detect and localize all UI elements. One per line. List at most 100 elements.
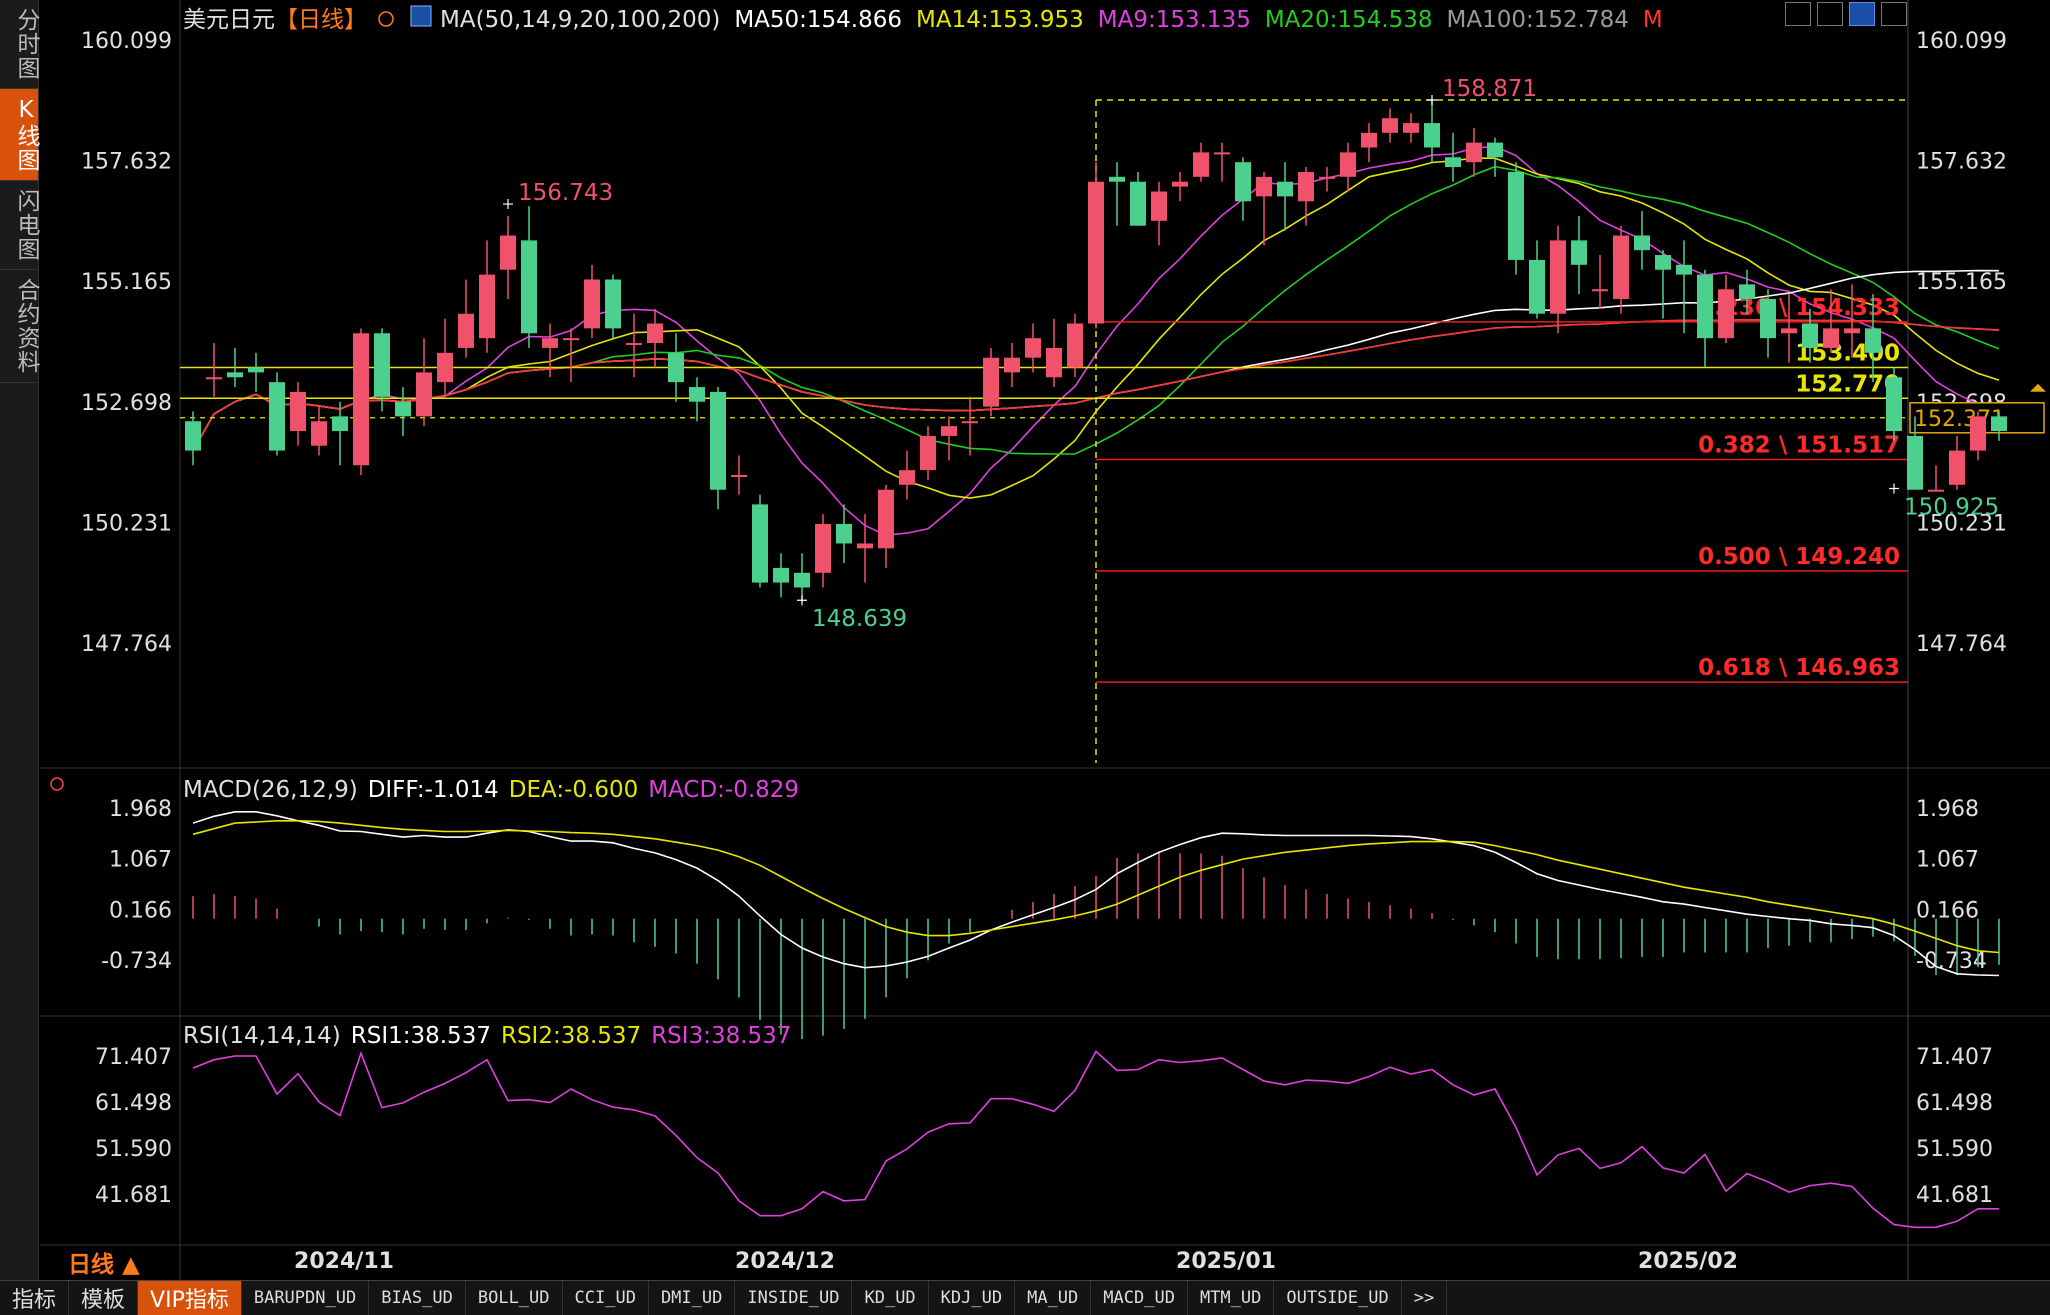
layout-grid-icon[interactable] [1785, 2, 1811, 26]
toolbar-item-8[interactable]: INSIDE_UD [735, 1281, 853, 1315]
ma-value: MA100:152.784 [1447, 7, 1629, 33]
tab-time-chart[interactable]: 分时图 [0, 0, 39, 89]
candle-body [941, 426, 957, 436]
toolbar-item-2[interactable]: VIP指标 [138, 1281, 242, 1315]
candle-body [1697, 274, 1713, 339]
candle-body [206, 377, 222, 380]
candle-body [479, 274, 495, 339]
toolbar-item-11[interactable]: MA_UD [1015, 1281, 1092, 1315]
macd-histogram [192, 851, 2000, 1040]
layout-split-icon[interactable] [1817, 2, 1843, 26]
candle-body [1235, 162, 1251, 202]
candle-body [815, 523, 831, 573]
macd-y-tick-left: 0.166 [109, 898, 172, 923]
y-tick-left: 157.632 [81, 150, 172, 175]
toolbar-item-0[interactable]: 指标 [0, 1281, 70, 1315]
candle-body [521, 240, 537, 334]
candle-body [1802, 323, 1818, 348]
last-price-marker-icon [2030, 383, 2046, 392]
y-tick-right: 157.632 [1916, 150, 2007, 175]
rsi-value: RSI1:38.537 [351, 1023, 491, 1049]
tab-flash-chart[interactable]: 闪电图 [0, 181, 39, 270]
tab-kline-chart[interactable]: K线图 [0, 89, 39, 181]
candle-body [185, 421, 201, 451]
date-label: 2024/11 [294, 1249, 394, 1274]
tab-contract-info[interactable]: 合约资料 [0, 270, 39, 383]
y-tick-left: 152.698 [81, 391, 172, 416]
candle-body [1403, 123, 1419, 133]
symbol-name: 美元日元 [183, 7, 275, 33]
toolbar-item-12[interactable]: MACD_UD [1091, 1281, 1188, 1315]
candle-body [1109, 176, 1125, 182]
candle-body [437, 352, 453, 383]
candle-body [983, 357, 999, 407]
candle-body [1634, 235, 1650, 251]
candle-body [836, 523, 852, 544]
candle-body [248, 367, 264, 373]
candle-body [1550, 240, 1566, 314]
candle-body [1865, 328, 1881, 353]
candle-body [899, 470, 915, 485]
candle-body [1529, 259, 1545, 314]
candle-body [668, 352, 684, 383]
indicator-toolbar: 指标 模板 VIP指标 BARUPDN_UD BIAS_UD BOLL_UD CCI_UD D… [0, 1280, 2050, 1315]
rsi-y-tick-left: 41.681 [95, 1183, 172, 1208]
macd-dea-line [192, 819, 2000, 954]
extreme-marker [503, 199, 513, 210]
candle-body [605, 279, 621, 329]
candle-body [1508, 171, 1524, 260]
candle-body [1844, 328, 1860, 334]
toolbar-item-3[interactable]: BARUPDN_UD [242, 1281, 370, 1315]
layout-panel-icon[interactable] [1881, 2, 1907, 26]
rsi-value: RSI3:38.537 [651, 1023, 791, 1049]
candle-body [920, 435, 936, 471]
y-tick-right: 155.165 [1916, 270, 2007, 295]
rsi-y-tick-left: 71.407 [95, 1045, 172, 1070]
toolbar-item-15[interactable]: >> [1402, 1281, 1448, 1315]
candle-body [1004, 357, 1020, 373]
toolbar-item-9[interactable]: KD_UD [852, 1281, 929, 1315]
toolbar-item-14[interactable]: OUTSIDE_UD [1274, 1281, 1402, 1315]
chart-area[interactable]: 160.099 160.099 157.632 157.632 155.165 155.1… [0, 0, 2050, 1280]
candle-body [1382, 118, 1398, 133]
date-label: 2025/01 [1176, 1249, 1276, 1274]
macd-y-tick-left: 1.067 [109, 848, 172, 873]
macd-y-tick-left: 1.968 [109, 797, 172, 822]
toolbar-item-13[interactable]: MTM_UD [1188, 1281, 1275, 1315]
support-line-label: 152.770 [1795, 371, 1900, 397]
candle-body [1340, 152, 1356, 177]
candle-body [227, 372, 243, 378]
candle-body [1571, 240, 1587, 265]
toolbar-item-4[interactable]: BIAS_UD [369, 1281, 466, 1315]
candle-body [731, 475, 747, 478]
rsi-legend: RSI(14,14,14) RSI1:38.537 RSI2:38.537 RSI3:… [183, 1023, 791, 1049]
candle-body [1928, 489, 1944, 492]
candle-body [1823, 328, 1839, 348]
candle-body [1193, 152, 1209, 177]
layout-chart-icon[interactable] [1849, 2, 1875, 26]
candle-body [1781, 328, 1797, 334]
price-high-label: 156.743 [518, 180, 613, 206]
candle-body [1970, 416, 1986, 451]
candles-group [185, 98, 2007, 603]
candle-body [1739, 284, 1755, 300]
candle-body [1319, 176, 1335, 179]
candle-body [1361, 132, 1377, 148]
date-label: 2025/02 [1638, 1249, 1738, 1274]
toolbar-item-7[interactable]: DMI_UD [649, 1281, 736, 1315]
candle-body [1046, 347, 1062, 378]
toolbar-item-5[interactable]: BOLL_UD [466, 1281, 563, 1315]
ma-legend: MA(50,14,9,20,100,200) MA50:154.866 MA14:1… [440, 7, 1663, 33]
candle-body [1025, 338, 1041, 358]
candle-body [458, 313, 474, 348]
toolbar-item-6[interactable]: CCI_UD [563, 1281, 649, 1315]
toolbar-item-1[interactable]: 模板 [69, 1281, 139, 1315]
y-tick-left: 160.099 [81, 29, 172, 54]
candle-body [1718, 289, 1734, 339]
rsi-y-tick-left: 61.498 [95, 1091, 172, 1116]
macd-y-tick-left: -0.734 [101, 949, 172, 974]
candle-body [1151, 191, 1167, 221]
toolbar-item-10[interactable]: KDJ_UD [929, 1281, 1016, 1315]
candle-body [1613, 235, 1629, 300]
candle-body [1760, 299, 1776, 339]
